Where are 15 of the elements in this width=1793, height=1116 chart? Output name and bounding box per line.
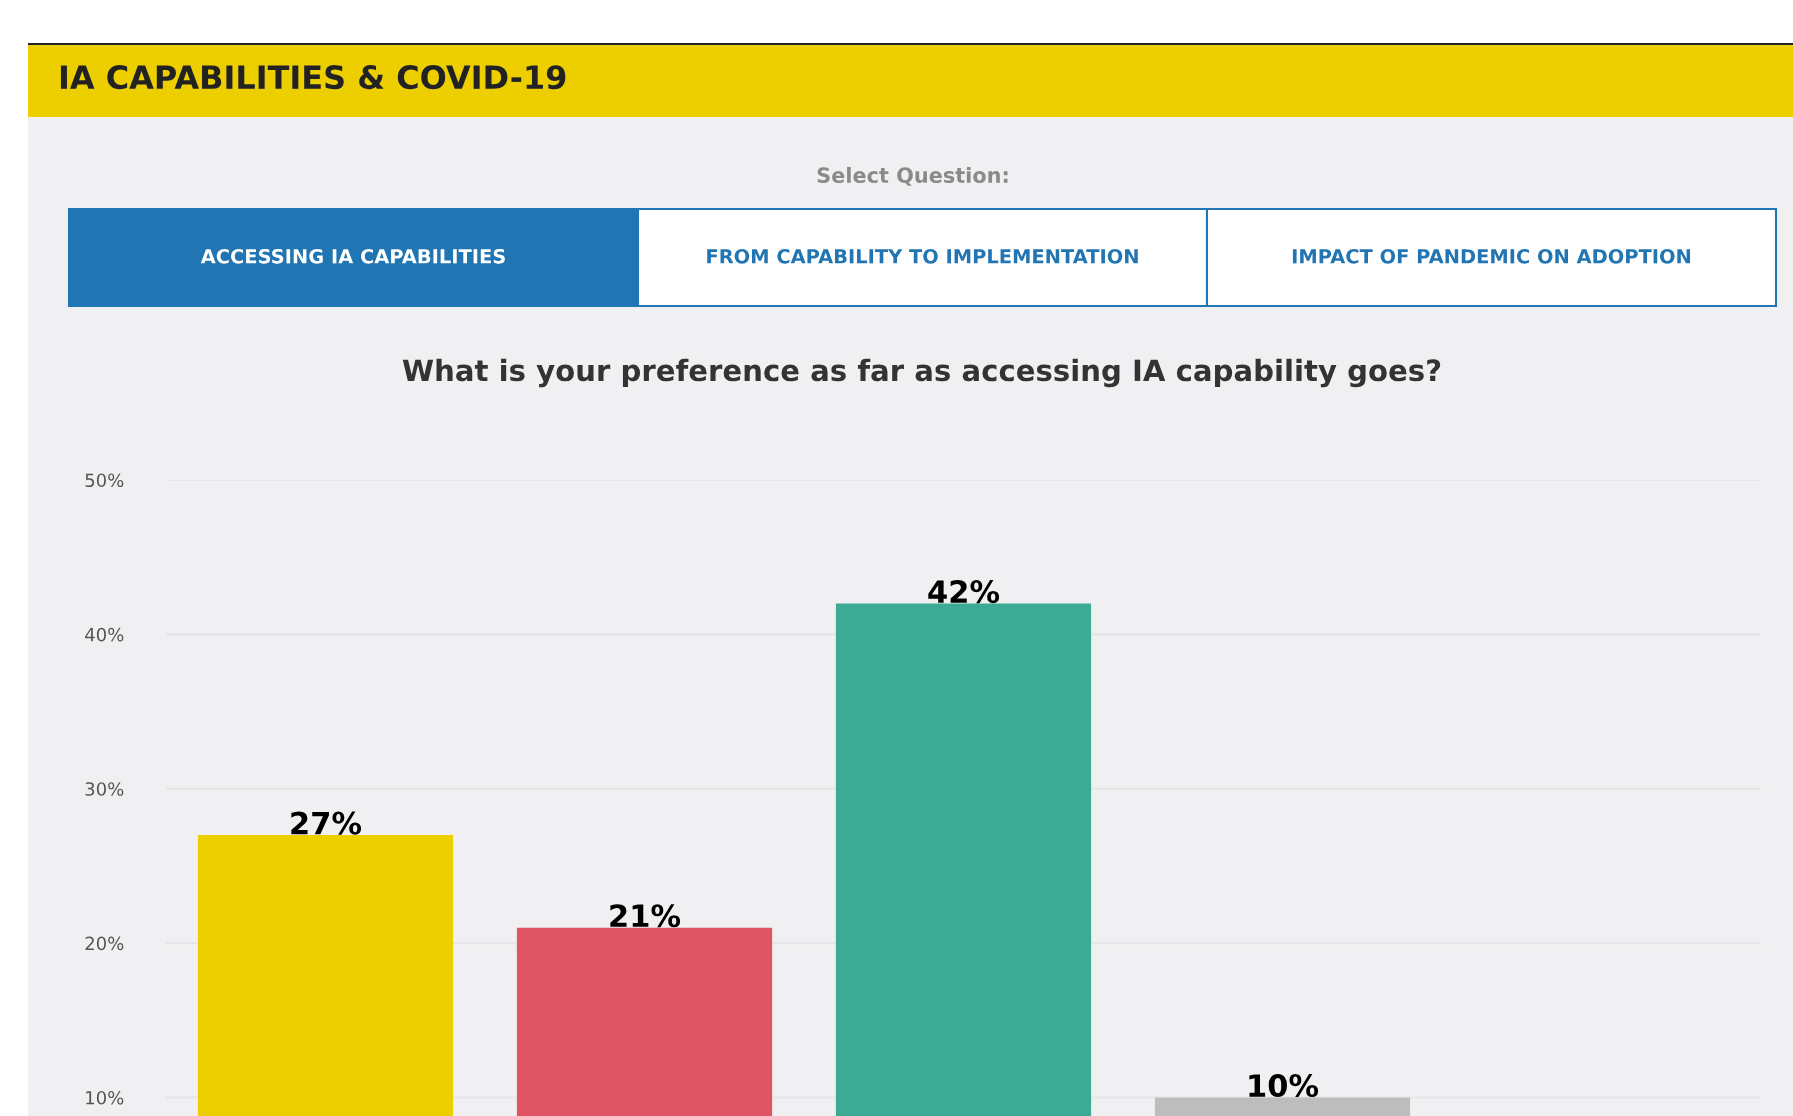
y-tick-label: 30%: [85, 782, 124, 796]
text: IMPACT OF PANDEMIC ON ADOPTION: [1292, 248, 1691, 264]
data-label: 42%: [928, 580, 1000, 604]
y-tick-label: 10%: [86, 1090, 124, 1105]
data-label: 10%: [1249, 1074, 1319, 1098]
data-label: 21%: [610, 904, 681, 928]
y-tick-label: 40%: [85, 627, 124, 642]
chart-subtitle: What is your preference as far as accessing IA capability goes?: [402, 358, 1441, 388]
text: FROM CAPABILITY TO IMPLEMENTATION: [707, 248, 1138, 264]
data-label: 27%: [291, 811, 362, 835]
chart-title: IA CAPABILITIES & COVID-19: [60, 65, 566, 90]
text: ACCESSING IA CAPABILITIES: [200, 248, 505, 264]
y-tick-label: 20%: [85, 936, 124, 951]
text: Select Question:: [817, 166, 1008, 186]
y-tick-label: 50%: [85, 473, 124, 488]
